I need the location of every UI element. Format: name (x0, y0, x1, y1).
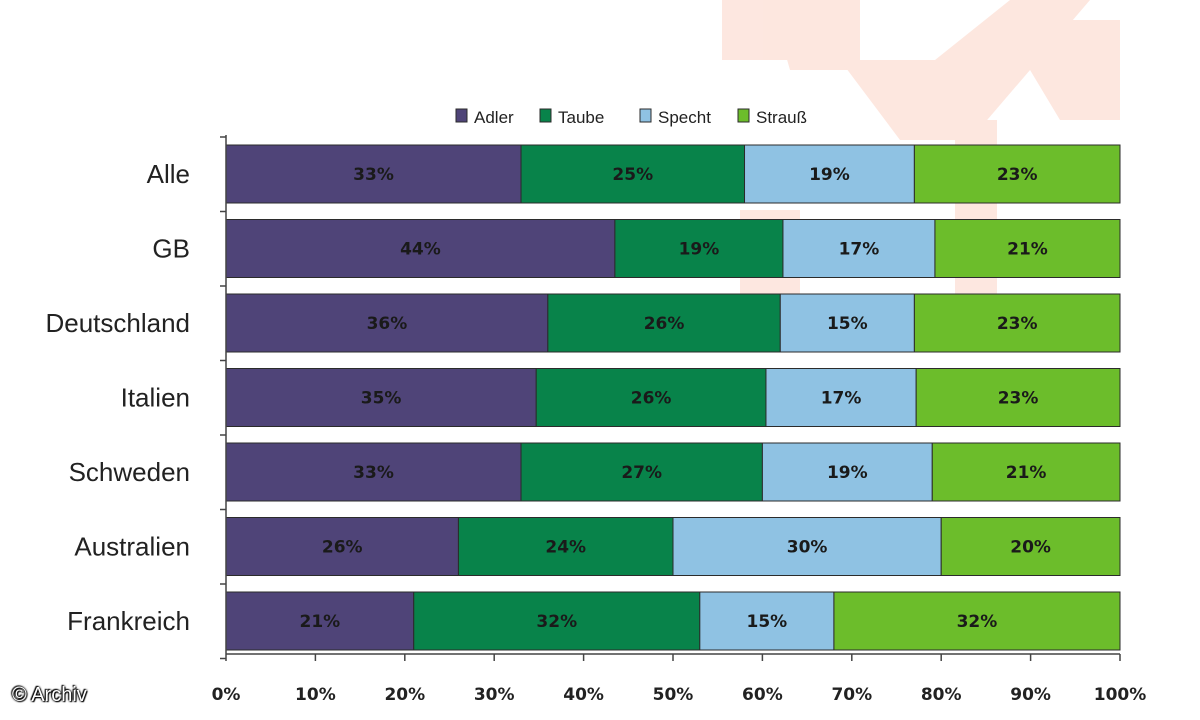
bar-specht-0 (744, 144, 915, 204)
chart-legend: Adler Taube Specht Strauß (455, 108, 807, 127)
x-tick-label: 10% (295, 685, 336, 705)
data-label: 36% (367, 314, 408, 334)
data-label: 15% (747, 612, 788, 632)
category-label: GB (152, 234, 190, 264)
bar-strau-4 (931, 442, 1121, 502)
bar-taube-6 (413, 591, 701, 651)
data-label: 19% (679, 240, 720, 260)
legend-label: Adler (474, 108, 514, 127)
bars-group: 33% 25% 19% 23% 44% 19% 17% 21% 36% 26% 15% 23% 35% 2… (225, 144, 1121, 651)
bar-strau-1 (934, 219, 1121, 278)
bar-specht-2 (779, 293, 915, 353)
data-label: 32% (536, 612, 577, 632)
data-label: 27% (621, 463, 662, 483)
x-tick-label: 0% (212, 685, 241, 705)
x-tick-label: 60% (742, 685, 783, 705)
bar-strau-6 (833, 591, 1121, 651)
data-label: 17% (839, 240, 880, 260)
data-label: 26% (322, 538, 363, 558)
x-axis: 0% 10% 20% 30% 40% 50% 60% 70% 80% 90% 100% (212, 135, 1147, 705)
bar-specht-4 (761, 442, 933, 502)
data-label: 19% (827, 463, 868, 483)
x-tick-label: 40% (563, 685, 604, 705)
legend-swatch (539, 108, 552, 123)
data-label: 44% (400, 240, 441, 260)
bar-taube-4 (520, 442, 763, 502)
bar-adler-2 (225, 293, 549, 353)
bar-specht-1 (782, 219, 936, 278)
data-label: 33% (353, 165, 394, 185)
data-label: 35% (361, 389, 402, 409)
x-tick-label: 80% (921, 685, 962, 705)
x-tick-label: 70% (831, 685, 872, 705)
bar-strau-2 (913, 293, 1121, 353)
legend-swatch (737, 108, 750, 123)
bar-strau-0 (913, 144, 1121, 204)
x-tick-label: 90% (1010, 685, 1051, 705)
bar-taube-2 (547, 293, 781, 353)
data-label: 20% (1010, 538, 1051, 558)
data-label: 26% (631, 389, 672, 409)
bar-adler-6 (225, 591, 415, 651)
legend-swatch (639, 108, 652, 123)
category-labels: Alle GB Deutschland Italien Schweden Australi… (45, 159, 190, 636)
legend-label: Strauß (756, 108, 807, 127)
bar-taube-1 (614, 219, 784, 278)
data-label: 25% (612, 165, 653, 185)
category-label: Italien (121, 383, 190, 413)
bar-taube-3 (535, 368, 767, 427)
category-label: Deutschland (45, 308, 190, 338)
bar-taube-0 (520, 144, 746, 204)
data-label: 23% (998, 389, 1039, 409)
data-label: 32% (957, 612, 998, 632)
data-label: 23% (997, 165, 1038, 185)
x-tick-label: 20% (384, 685, 425, 705)
data-label: 23% (997, 314, 1038, 334)
bar-adler-1 (225, 219, 616, 278)
data-label: 30% (787, 538, 828, 558)
category-label: Alle (147, 159, 190, 189)
legend-label: Taube (558, 108, 604, 127)
category-label: Frankreich (67, 606, 190, 636)
copyright-text: © Archiv (12, 684, 87, 706)
data-label: 15% (827, 314, 868, 334)
copyright-notice: © Archiv (12, 684, 87, 707)
x-tick-label: 50% (653, 685, 694, 705)
category-label: Schweden (69, 457, 190, 487)
category-label: Australien (74, 532, 190, 562)
legend-label: Specht (658, 108, 711, 127)
data-label: 17% (821, 389, 862, 409)
bar-strau-5 (940, 517, 1121, 576)
data-label: 21% (1007, 240, 1048, 260)
bar-adler-4 (225, 442, 522, 502)
data-label: 33% (353, 463, 394, 483)
data-label: 24% (545, 538, 586, 558)
legend-swatch (455, 108, 468, 123)
data-label: 21% (300, 612, 341, 632)
bar-taube-5 (457, 517, 674, 576)
x-tick-label: 100% (1094, 685, 1147, 705)
bar-specht-3 (765, 368, 917, 427)
x-tick-label: 30% (474, 685, 515, 705)
data-label: 21% (1006, 463, 1047, 483)
bar-strau-3 (915, 368, 1121, 427)
data-label: 26% (644, 314, 685, 334)
bar-adler-0 (225, 144, 522, 204)
data-label: 19% (809, 165, 850, 185)
